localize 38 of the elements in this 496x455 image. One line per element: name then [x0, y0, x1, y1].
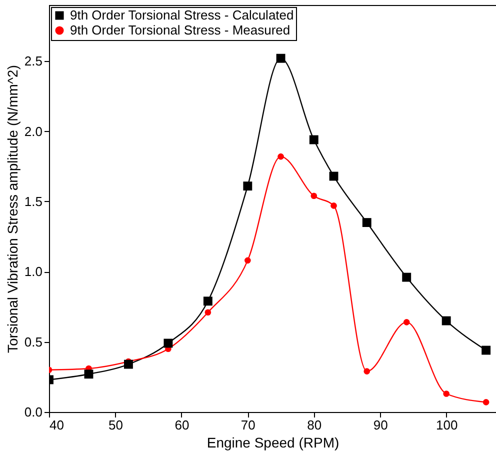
point — [329, 172, 338, 181]
x-tick-label: 80 — [307, 418, 322, 432]
point — [243, 182, 252, 191]
point — [362, 218, 372, 228]
x-tick-label: 90 — [373, 418, 388, 432]
x-axis-title: Engine Speed (RPM) — [206, 434, 340, 450]
point — [442, 316, 451, 326]
x-tick-label: 50 — [108, 418, 123, 432]
point — [402, 272, 412, 282]
x-tick-label: 40 — [50, 418, 64, 432]
legend-label: 9th Order Torsional Stress - Measured — [70, 22, 290, 38]
point — [482, 346, 491, 355]
y-tick-label: 0.0 — [24, 404, 42, 420]
y-axis-title: Torsional Vibration Stress amplitude (N/mm^2) — [4, 65, 20, 353]
point — [482, 399, 490, 406]
point — [443, 390, 450, 397]
point — [278, 153, 284, 160]
point — [164, 338, 173, 348]
point — [309, 135, 318, 144]
y-tick-label: 0.5 — [24, 334, 42, 350]
y-tick-label: 2.5 — [24, 54, 42, 69]
point — [244, 257, 251, 264]
point — [204, 309, 212, 316]
point — [124, 360, 133, 369]
point — [310, 192, 318, 200]
y-tick-label: 2.0 — [24, 124, 42, 139]
y-tick-label: 1.0 — [24, 264, 42, 280]
point — [84, 370, 94, 379]
point — [203, 296, 212, 306]
point — [403, 319, 410, 326]
point — [330, 202, 337, 209]
x-tick-label: 70 — [240, 418, 256, 432]
x-tick-label: 60 — [174, 418, 190, 432]
legend-label: 9th Order Torsional Stress - Calculated — [70, 8, 294, 22]
point — [364, 368, 370, 374]
x-tick-label: 100 — [436, 418, 458, 432]
point — [276, 54, 286, 63]
y-tick-label: 1.5 — [24, 194, 42, 209]
